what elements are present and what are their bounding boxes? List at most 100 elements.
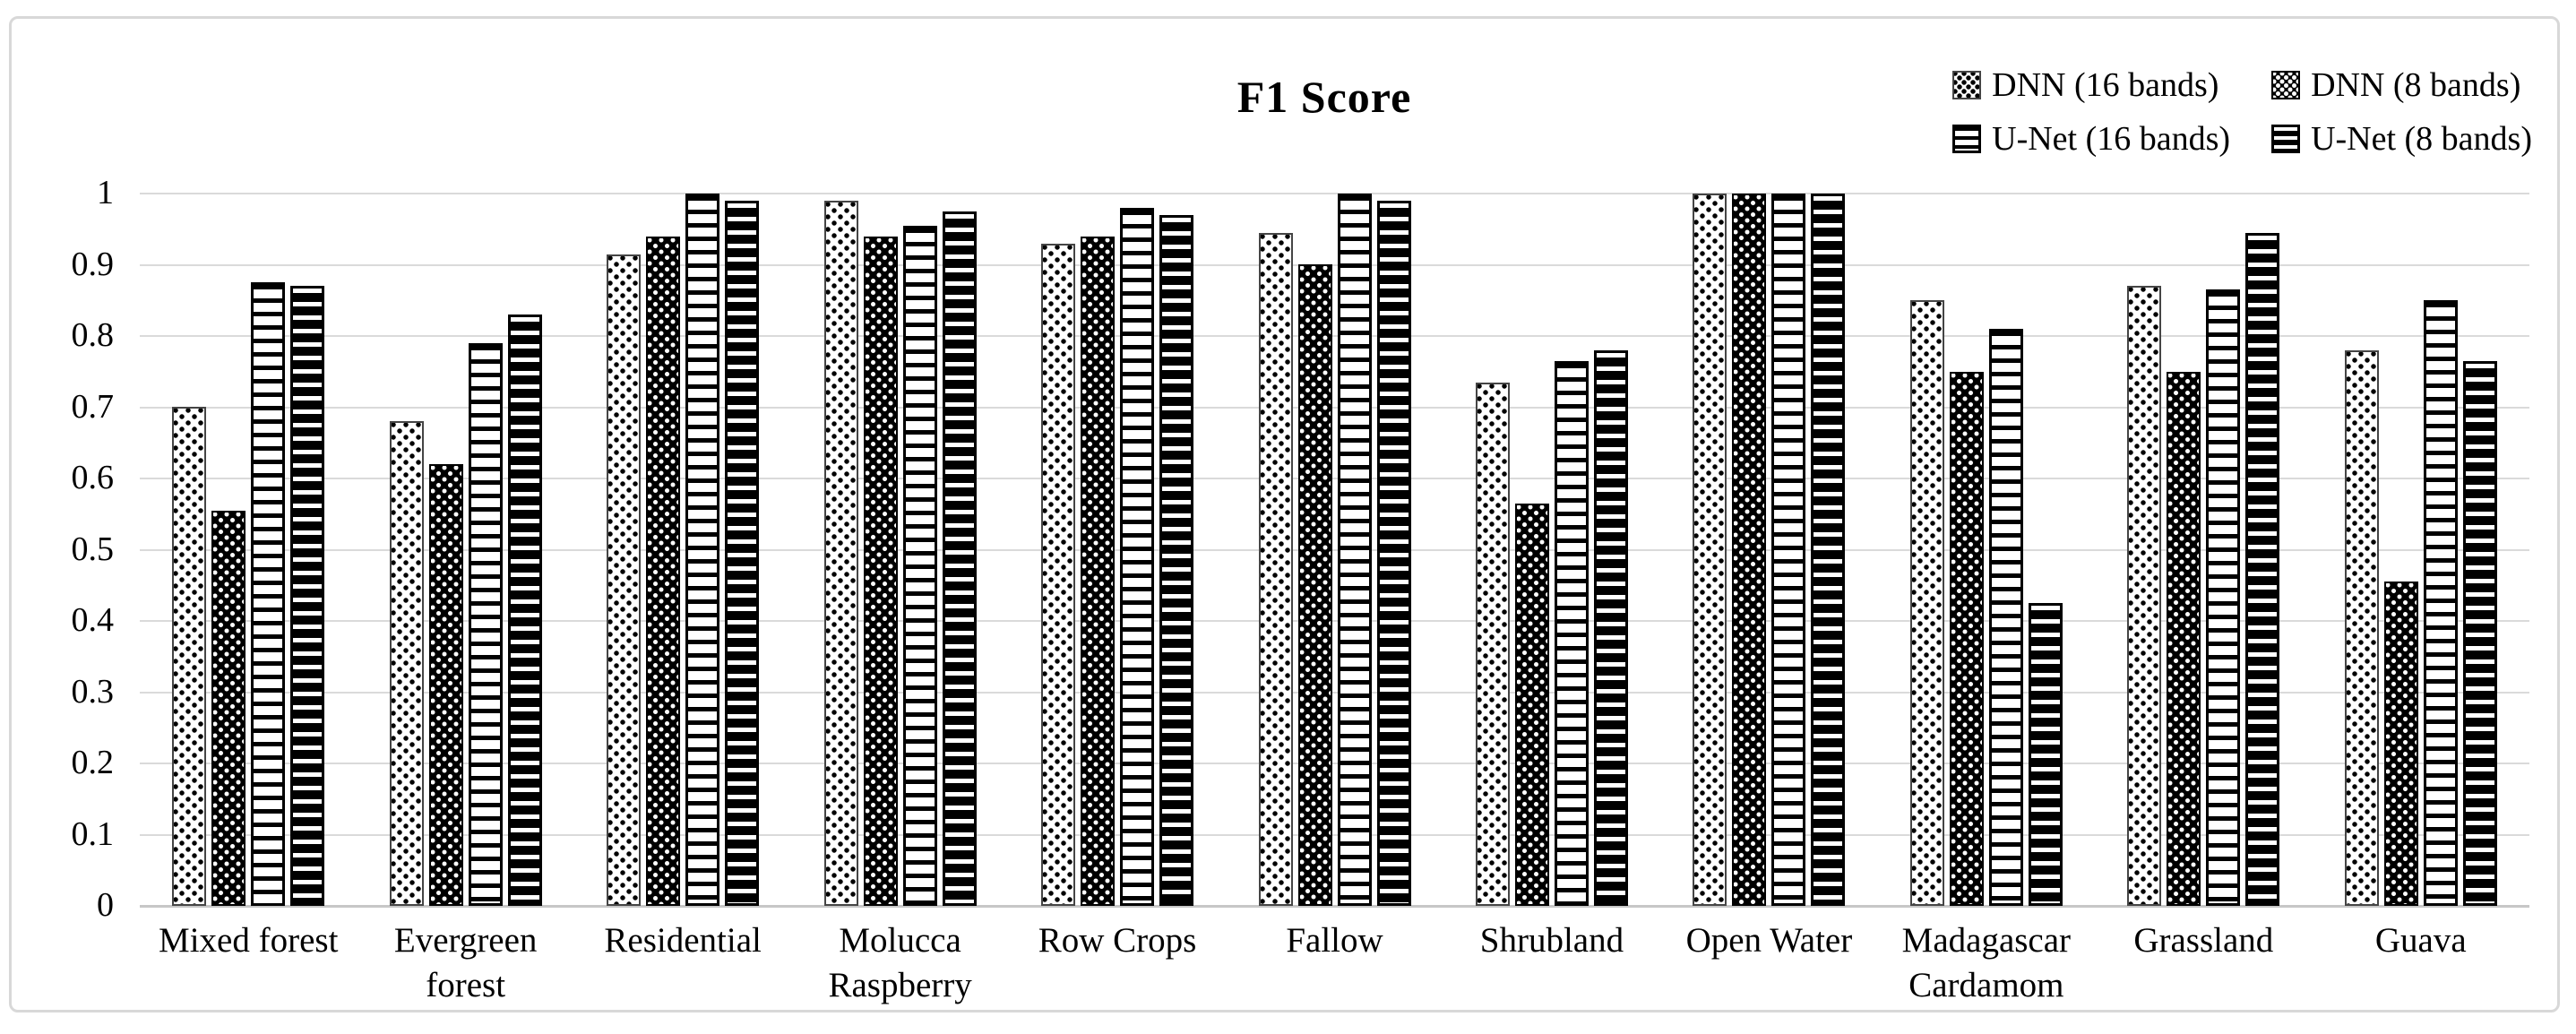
bar bbox=[211, 511, 246, 906]
bar bbox=[2344, 350, 2379, 906]
bar bbox=[1337, 194, 1372, 906]
gridline bbox=[140, 620, 2529, 622]
bar bbox=[902, 226, 937, 906]
bar bbox=[1475, 383, 1510, 906]
y-tick-label: 0.7 bbox=[71, 387, 115, 426]
bar bbox=[507, 315, 542, 906]
x-tick-label: Shrubland bbox=[1443, 918, 1660, 963]
x-tick-label: Residential bbox=[574, 918, 791, 963]
bar bbox=[1120, 208, 1155, 906]
legend: DNN (16 bands) DNN (8 bands) U-Net (16 ban… bbox=[1952, 65, 2532, 159]
legend-label: U-Net (16 bands) bbox=[1992, 120, 2231, 158]
x-tick-label: Evergreen forest bbox=[357, 918, 573, 1008]
x-tick-label-line: Fallow bbox=[1286, 921, 1383, 960]
legend-swatch-dots-dark-icon bbox=[2271, 71, 2301, 99]
x-tick-label: Row Crops bbox=[1009, 918, 1226, 963]
x-tick-label-line: Evergreen bbox=[393, 921, 538, 960]
bar bbox=[468, 343, 503, 906]
bar bbox=[389, 421, 424, 906]
bar bbox=[251, 282, 286, 906]
x-tick-label-line: forest bbox=[426, 966, 506, 1004]
y-tick-label: 0.5 bbox=[71, 530, 115, 568]
legend-swatch-dots-light-icon bbox=[1952, 71, 1982, 99]
gridline bbox=[140, 406, 2529, 409]
y-tick-label: 0.4 bbox=[71, 601, 115, 639]
bar bbox=[1041, 244, 1076, 906]
x-tick-label-line: Cardamom bbox=[1908, 966, 2064, 1004]
bar bbox=[2127, 286, 2162, 906]
gridline bbox=[140, 763, 2529, 764]
y-tick-label: 1 bbox=[97, 174, 114, 211]
x-tick-label-line: Raspberry bbox=[828, 966, 972, 1004]
bar bbox=[685, 194, 720, 906]
bar bbox=[1811, 194, 1846, 906]
bar bbox=[1949, 372, 1984, 906]
bar bbox=[172, 407, 207, 906]
bar bbox=[1159, 215, 1194, 906]
gridline bbox=[140, 548, 2529, 551]
bar bbox=[1376, 201, 1411, 906]
bar bbox=[863, 237, 898, 906]
bar bbox=[428, 464, 463, 906]
x-tick-label-line: Residential bbox=[604, 921, 762, 960]
y-tick-label: 0.8 bbox=[71, 316, 115, 354]
gridline bbox=[140, 833, 2529, 836]
bar bbox=[2383, 582, 2418, 906]
bar bbox=[942, 211, 977, 906]
x-tick-label: Guava bbox=[2313, 918, 2529, 963]
bar bbox=[1693, 194, 1727, 906]
bar bbox=[2462, 361, 2497, 906]
legend-item: DNN (16 bands) bbox=[1952, 65, 2230, 105]
x-tick-label-line: Madagascar bbox=[1901, 921, 2072, 960]
y-tick-label: 0.2 bbox=[71, 744, 115, 781]
legend-label: U-Net (8 bands) bbox=[2311, 120, 2532, 158]
x-tick-label-line: Grassland bbox=[2133, 921, 2274, 960]
legend-swatch-hlines-dark-icon bbox=[2271, 125, 2301, 153]
bar bbox=[1554, 361, 1589, 906]
bar bbox=[1732, 194, 1767, 906]
x-tick-label-line: Shrubland bbox=[1479, 921, 1624, 960]
bar bbox=[1771, 194, 1806, 906]
bar bbox=[2423, 300, 2458, 906]
bar bbox=[607, 254, 642, 906]
bar bbox=[1297, 264, 1332, 906]
legend-label: DNN (8 bands) bbox=[2311, 66, 2521, 104]
bar bbox=[1909, 300, 1944, 906]
gridline bbox=[140, 478, 2529, 479]
x-axis-line bbox=[140, 905, 2529, 908]
x-tick-label: Grassland bbox=[2095, 918, 2312, 963]
x-tick-label-line: Open Water bbox=[1685, 921, 1853, 960]
bar bbox=[1514, 504, 1549, 906]
gridline bbox=[140, 263, 2529, 266]
chart-title: F1 Score bbox=[1236, 72, 1412, 122]
x-tick-label: Mixed forest bbox=[140, 918, 357, 963]
x-tick-label: Madagascar Cardamom bbox=[1878, 918, 2095, 1008]
bar bbox=[2245, 233, 2280, 906]
legend-swatch-hlines-light-icon bbox=[1952, 125, 1982, 153]
x-tick-label-line: Mixed forest bbox=[159, 921, 339, 960]
chart-figure: F1 Score DNN (16 bands) DNN (8 bands) U-Ne… bbox=[9, 16, 2560, 1012]
bar bbox=[290, 286, 325, 906]
x-tick-label-line: Row Crops bbox=[1038, 921, 1197, 960]
y-tick-label: 0.9 bbox=[71, 245, 115, 283]
bar bbox=[2206, 289, 2241, 906]
gridline bbox=[140, 691, 2529, 694]
y-tick-label: 0 bbox=[97, 886, 114, 924]
x-tick-label-line: Guava bbox=[2374, 921, 2467, 960]
legend-item: U-Net (8 bands) bbox=[2271, 119, 2532, 159]
legend-item: DNN (8 bands) bbox=[2271, 65, 2532, 105]
bar bbox=[823, 201, 858, 906]
y-tick-label: 0.1 bbox=[71, 814, 115, 853]
plot-area bbox=[140, 193, 2529, 908]
legend-label: DNN (16 bands) bbox=[1992, 66, 2219, 104]
x-tick-label: Open Water bbox=[1660, 918, 1877, 963]
x-tick-label-line: Molucca bbox=[839, 921, 961, 960]
bar bbox=[2167, 372, 2201, 906]
x-tick-label: Fallow bbox=[1226, 918, 1443, 963]
bar bbox=[646, 237, 681, 906]
gridline bbox=[140, 193, 2529, 194]
bar bbox=[2028, 603, 2063, 906]
bar bbox=[725, 201, 760, 906]
y-tick-label: 0.3 bbox=[71, 672, 115, 711]
legend-item: U-Net (16 bands) bbox=[1952, 119, 2230, 159]
